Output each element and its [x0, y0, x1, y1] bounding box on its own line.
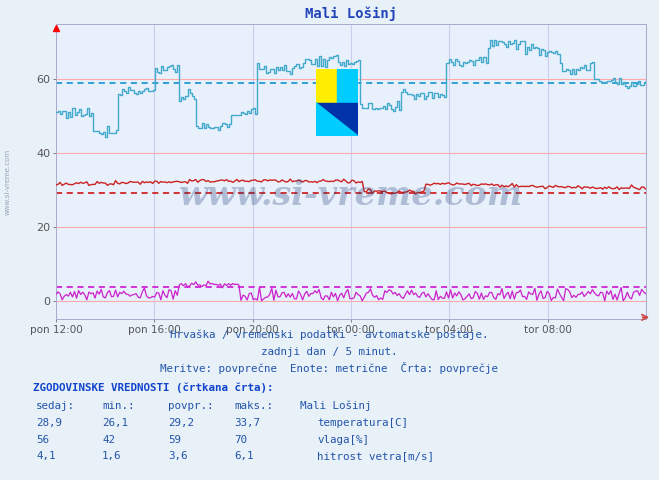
Polygon shape [316, 103, 358, 136]
Text: min.:: min.: [102, 401, 134, 411]
Text: 33,7: 33,7 [234, 418, 260, 428]
Text: Mali Lošinj: Mali Lošinj [300, 400, 371, 411]
Text: maks.:: maks.: [234, 401, 273, 411]
Bar [316, 69, 337, 103]
Text: 59: 59 [168, 434, 181, 444]
Text: 4,1: 4,1 [36, 451, 56, 461]
Bar [316, 103, 358, 136]
Text: 42: 42 [102, 434, 115, 444]
Text: www.si-vreme.com: www.si-vreme.com [5, 149, 11, 216]
Text: 26,1: 26,1 [102, 418, 128, 428]
Bar [337, 69, 358, 103]
Text: zadnji dan / 5 minut.: zadnji dan / 5 minut. [261, 347, 398, 357]
Text: 6,1: 6,1 [234, 451, 254, 461]
Title: Mali Lošinj: Mali Lošinj [305, 7, 397, 22]
Text: sedaj:: sedaj: [36, 401, 75, 411]
Text: www.si-vreme.com: www.si-vreme.com [179, 179, 523, 212]
Text: vlaga[%]: vlaga[%] [317, 434, 369, 444]
Text: povpr.:: povpr.: [168, 401, 214, 411]
Text: Hrvaška / vremenski podatki - avtomatske postaje.: Hrvaška / vremenski podatki - avtomatske… [170, 330, 489, 340]
Text: 1,6: 1,6 [102, 451, 122, 461]
Text: Meritve: povprečne  Enote: metrične  Črta: povprečje: Meritve: povprečne Enote: metrične Črta:… [161, 362, 498, 374]
Text: temperatura[C]: temperatura[C] [317, 418, 408, 428]
Text: 3,6: 3,6 [168, 451, 188, 461]
Text: 70: 70 [234, 434, 247, 444]
Text: 56: 56 [36, 434, 49, 444]
Text: ZGODOVINSKE VREDNOSTI (črtkana črta):: ZGODOVINSKE VREDNOSTI (črtkana črta): [33, 383, 273, 393]
Text: 29,2: 29,2 [168, 418, 194, 428]
Text: hitrost vetra[m/s]: hitrost vetra[m/s] [317, 451, 434, 461]
Text: 28,9: 28,9 [36, 418, 62, 428]
